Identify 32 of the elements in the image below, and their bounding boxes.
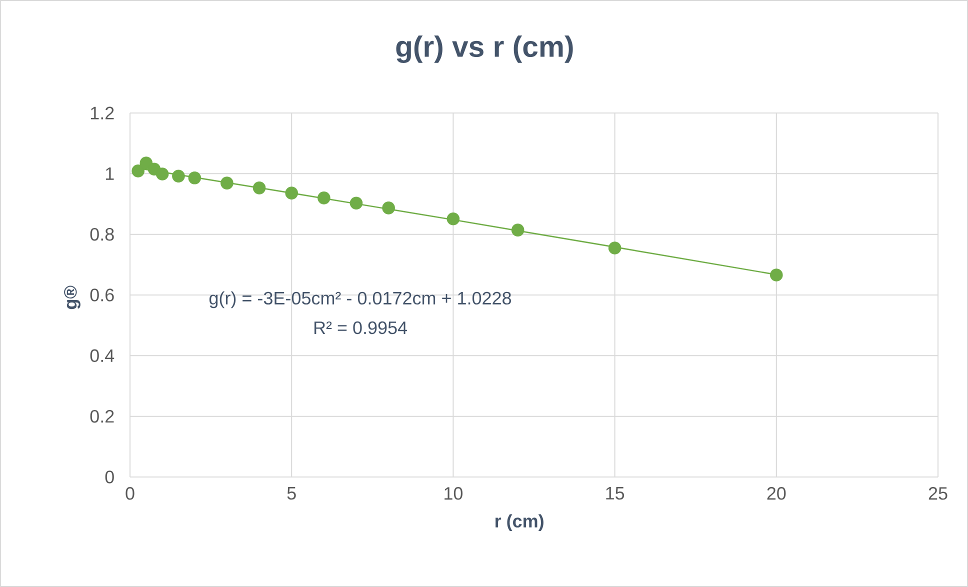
point bbox=[285, 186, 298, 200]
y-tick-label: 0.4 bbox=[90, 349, 114, 362]
annotation: g(r) = -3E-05cm² - 0.0172cm + 1.0228 bbox=[209, 291, 512, 308]
y-tick-label: 1 bbox=[106, 167, 114, 180]
point bbox=[252, 182, 266, 194]
x-tick-label: 10 bbox=[444, 487, 463, 500]
point bbox=[172, 170, 185, 182]
x-tick-label: 0 bbox=[126, 487, 134, 500]
y-tick-label: 0.6 bbox=[90, 288, 114, 302]
point bbox=[188, 172, 202, 184]
chart-title: g(r) vs r (cm) bbox=[396, 35, 573, 63]
x-axis-title: r (cm) bbox=[496, 514, 544, 532]
y-tick-label: 0 bbox=[105, 470, 114, 484]
x-tick-label: 20 bbox=[767, 487, 786, 500]
point bbox=[382, 202, 395, 214]
point bbox=[608, 242, 622, 254]
y-axis-title: g® bbox=[64, 286, 80, 310]
x-tick-label: 15 bbox=[606, 487, 624, 500]
y-tick-label: 0.8 bbox=[90, 228, 114, 241]
point bbox=[220, 176, 234, 190]
x-tick-label: 5 bbox=[287, 487, 296, 500]
y-tick-label: 1.2 bbox=[90, 106, 114, 120]
x-tick-label: 25 bbox=[928, 487, 948, 500]
y-tick-label: 0.2 bbox=[90, 410, 114, 423]
point bbox=[318, 192, 330, 204]
point bbox=[132, 164, 144, 178]
point bbox=[350, 196, 363, 210]
point bbox=[156, 168, 169, 180]
point bbox=[446, 212, 460, 226]
point bbox=[770, 268, 783, 282]
annotation: R² = 0.9954 bbox=[314, 321, 408, 334]
point bbox=[511, 224, 524, 236]
